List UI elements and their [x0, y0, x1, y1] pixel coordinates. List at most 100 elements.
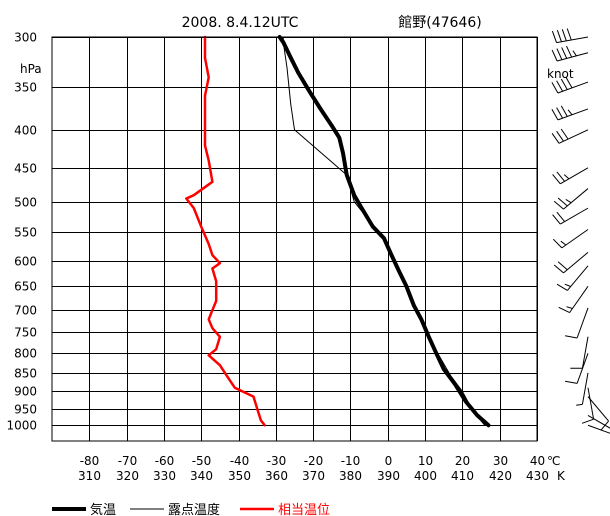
x-tick-label-celsius: -10	[341, 454, 361, 468]
wind-barb-flag-10kt	[552, 214, 561, 225]
x-tick-label-celsius: -40	[230, 454, 250, 468]
wind-barb-shaft	[576, 307, 589, 339]
wind-barb-flag-10kt	[551, 30, 557, 43]
wind-barb-shaft	[587, 396, 609, 422]
wind-barb-585hpa	[553, 251, 589, 274]
wind-barb-flag-10kt	[566, 28, 572, 41]
x-tick-label-kelvin: 400	[414, 469, 437, 483]
wind-barb-1000hpa	[587, 424, 610, 434]
wind-barb-shaft	[587, 387, 595, 420]
y-tick-label: 400	[14, 124, 37, 138]
series-lines	[185, 35, 491, 428]
wind-barbs	[551, 28, 610, 434]
x-tick-label-kelvin: 330	[153, 469, 176, 483]
wind-barb-shaft	[587, 415, 610, 429]
wind-barb-flag-10kt	[556, 130, 564, 142]
x-tick-label-kelvin: 430	[526, 469, 549, 483]
wind-barb-flag-5kt	[576, 403, 583, 406]
x-tick-label-celsius: -50	[192, 454, 212, 468]
wind-barb-flag-10kt	[553, 264, 564, 274]
x-tick-label-celsius: 0	[385, 454, 393, 468]
x-tick-label-kelvin: 410	[451, 469, 474, 483]
y-tick-label: 550	[14, 226, 37, 240]
x-unit-kelvin: K	[557, 469, 566, 483]
legend-label-temperature: 気温	[90, 502, 116, 516]
wind-barb-flag-10kt	[556, 48, 563, 60]
y-tick-label: 850	[14, 367, 37, 381]
legend-label-equivalent-potential-temperature: 相当温位	[278, 503, 330, 516]
x-tick-label-kelvin: 360	[265, 469, 288, 483]
wind-barb-flag-10kt	[560, 78, 568, 90]
grid	[52, 37, 538, 441]
wind-barb-flag-10kt	[600, 420, 609, 431]
wind-barb-flag-10kt	[556, 211, 565, 222]
wind-barb-shaft	[556, 52, 589, 62]
y-tick-label: 500	[14, 196, 37, 210]
wind-unit-label: knot	[547, 67, 574, 81]
wind-barb-flag-10kt	[565, 380, 578, 384]
x-tick-label-kelvin: 310	[78, 469, 101, 483]
x-tick-label-celsius: -80	[80, 454, 100, 468]
legend-label-dewpoint: 露点温度	[168, 502, 220, 516]
wind-barb-650hpa	[558, 286, 589, 314]
wind-barb-flag-10kt	[551, 133, 560, 144]
x-tick-label-celsius: 30	[493, 454, 508, 468]
x-tick-label-celsius: -60	[155, 454, 175, 468]
x-tick-label-kelvin: 320	[116, 469, 139, 483]
wind-barb-850hpa	[576, 372, 589, 406]
wind-barb-315hpa	[551, 45, 589, 62]
wind-barb-760hpa	[570, 336, 589, 369]
y-tick-label: 1000	[6, 419, 37, 433]
plot-frame	[51, 36, 538, 442]
wind-barb-695hpa	[565, 307, 589, 339]
wind-barb-shaft	[556, 36, 589, 44]
wind-barb-545hpa	[552, 229, 589, 249]
wind-barb-flag-10kt	[556, 107, 564, 119]
wind-barb-510hpa	[552, 207, 589, 225]
wind-barb-flag-5kt	[567, 109, 573, 116]
wind-barb-flag-10kt	[561, 29, 567, 41]
wind-barb-flag-10kt	[558, 306, 570, 314]
wind-barb-flag-10kt	[551, 49, 558, 62]
wind-barb-shaft	[557, 108, 589, 121]
legend: 気温 露点温度 相当温位	[52, 502, 330, 516]
x-axis-ticks: -80310-70320-60330-50340-40350-30360-203…	[78, 454, 549, 483]
wind-barb-345hpa	[551, 77, 589, 94]
wind-barb-flag-10kt	[552, 174, 561, 185]
x-tick-label-kelvin: 350	[228, 469, 251, 483]
wind-barb-shaft	[561, 229, 589, 249]
wind-barb-shaft	[560, 167, 589, 185]
wind-barb-shaft	[569, 286, 589, 313]
series-line-2	[185, 35, 266, 427]
y-tick-label: 650	[14, 280, 37, 294]
wind-barb-flag-10kt	[556, 283, 568, 291]
wind-barb-shaft	[581, 336, 589, 369]
wind-barb-480hpa	[553, 188, 589, 210]
wind-barb-flag-5kt	[565, 198, 572, 204]
x-tick-label-celsius: -70	[118, 454, 138, 468]
wind-barb-flag-10kt	[557, 261, 568, 271]
wind-barb-400hpa	[551, 128, 589, 144]
wind-barb-610hpa	[556, 265, 589, 291]
y-tick-label: 900	[14, 385, 37, 399]
wind-barb-800hpa	[565, 353, 589, 384]
x-tick-label-kelvin: 420	[489, 469, 512, 483]
y-axis-ticks: 300 350 400 450 500 550 600 650 700 750 800 850 900 9…	[6, 31, 37, 433]
wind-barb-flag-10kt	[581, 418, 594, 424]
wind-barb-flag-5kt	[572, 50, 577, 57]
x-tick-label-celsius: 20	[455, 454, 470, 468]
wind-barb-shaft	[576, 353, 589, 384]
wind-barb-890hpa	[581, 387, 595, 424]
wind-barb-shaft	[560, 207, 589, 225]
wind-barb-shaft	[558, 129, 589, 144]
x-tick-label-celsius: 40	[530, 454, 545, 468]
x-unit-celsius: ℃	[547, 454, 560, 468]
wind-barb-915hpa	[587, 396, 609, 431]
wind-barb-flag-10kt	[557, 197, 568, 207]
wind-barb-flag-5kt	[563, 174, 570, 180]
wind-barb-flag-10kt	[561, 47, 568, 59]
wind-barb-flag-10kt	[552, 238, 563, 249]
wind-barb-flag-10kt	[565, 335, 578, 339]
wind-barb-flag-10kt	[565, 77, 573, 89]
